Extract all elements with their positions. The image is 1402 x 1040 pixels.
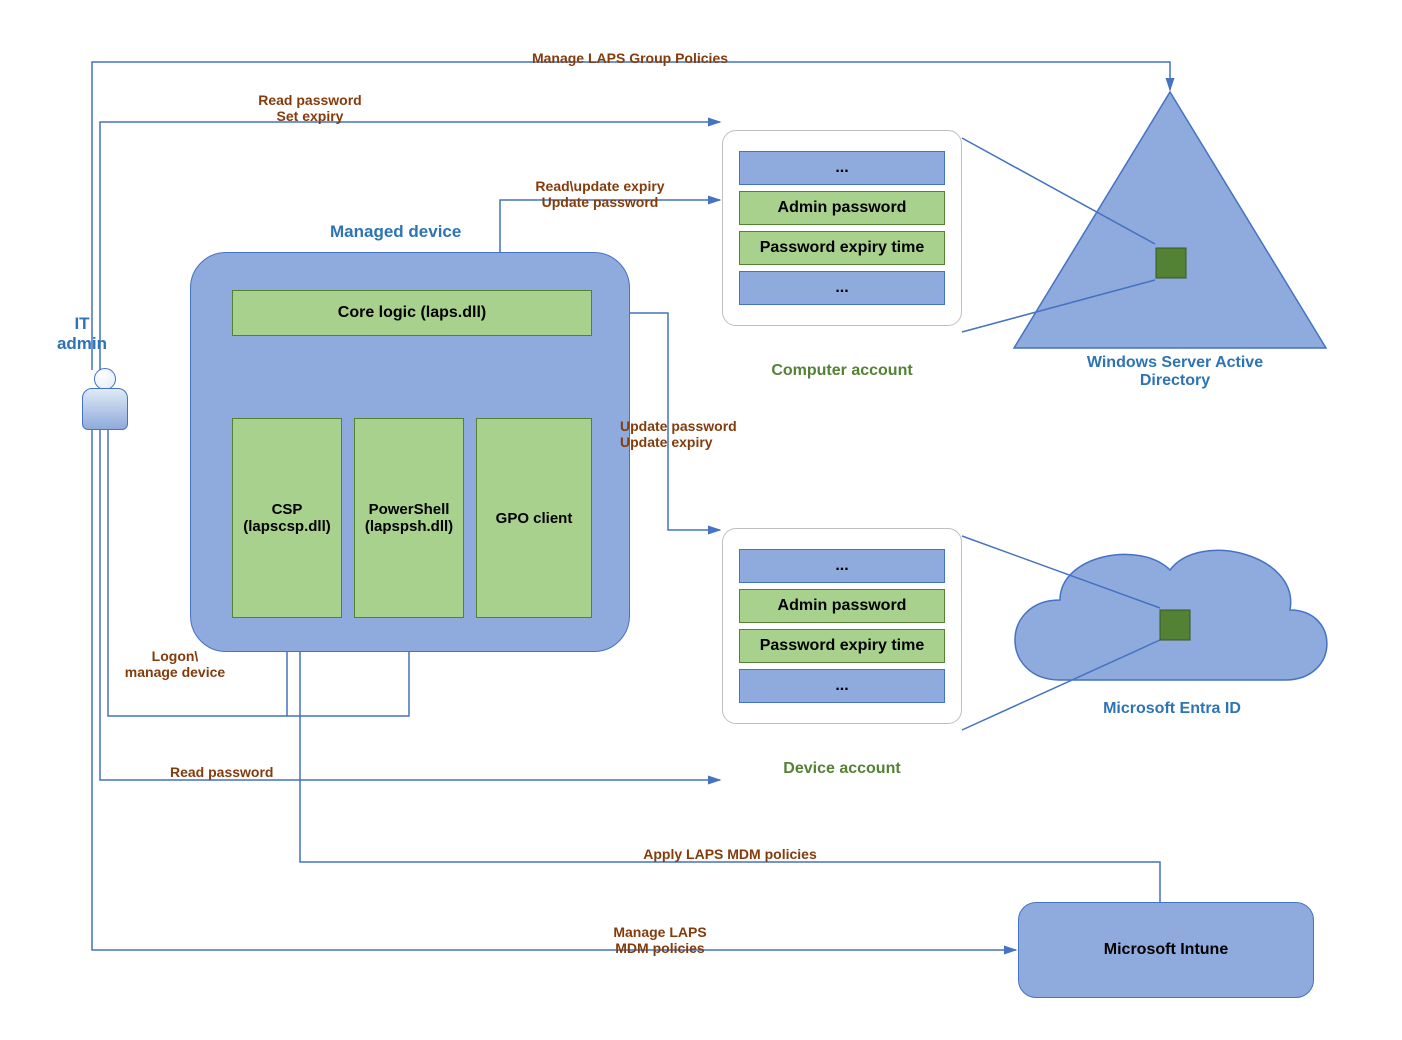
acct-row: ... (739, 549, 945, 583)
powershell-box: PowerShell (lapspsh.dll) (354, 418, 464, 618)
gpo-box: GPO client (476, 418, 592, 618)
edge-label-manage-mdm: Manage LAPS MDM policies (580, 924, 740, 956)
ad-label: Windows Server Active Directory (1060, 354, 1290, 390)
device-account-label: Device account (722, 760, 962, 778)
computer-account-label: Computer account (722, 362, 962, 380)
edge-label-read-set: Read password Set expiry (230, 92, 390, 124)
ad-triangle (1014, 92, 1326, 348)
acct-row: Password expiry time (739, 629, 945, 663)
edge-label-update-pw: Update password Update expiry (620, 418, 810, 450)
edge-label-read-pw: Read password (170, 764, 273, 780)
acct-row: ... (739, 669, 945, 703)
core-logic-box: Core logic (laps.dll) (232, 290, 592, 336)
csp-box: CSP (lapscsp.dll) (232, 418, 342, 618)
acct-row: ... (739, 271, 945, 305)
edge-label-manage-gpo: Manage LAPS Group Policies (470, 50, 790, 66)
edge-label-apply-mdm: Apply LAPS MDM policies (600, 846, 860, 862)
managed-device-label: Managed device (330, 222, 461, 242)
acct-row: Password expiry time (739, 231, 945, 265)
entra-cloud (1015, 550, 1327, 680)
acct-row: Admin password (739, 589, 945, 623)
intune-box: Microsoft Intune (1018, 902, 1314, 998)
it-admin-label: IT admin (42, 314, 122, 354)
device-account-panel: ... Admin password Password expiry time … (722, 528, 962, 724)
entra-label: Microsoft Entra ID (1072, 700, 1272, 718)
edge-label-logon: Logon\ manage device (110, 648, 240, 680)
acct-row: Admin password (739, 191, 945, 225)
it-admin-icon (82, 368, 128, 430)
computer-account-panel: ... Admin password Password expiry time … (722, 130, 962, 326)
acct-row: ... (739, 151, 945, 185)
edge-label-read-update: Read\update expiry Update password (500, 178, 700, 210)
